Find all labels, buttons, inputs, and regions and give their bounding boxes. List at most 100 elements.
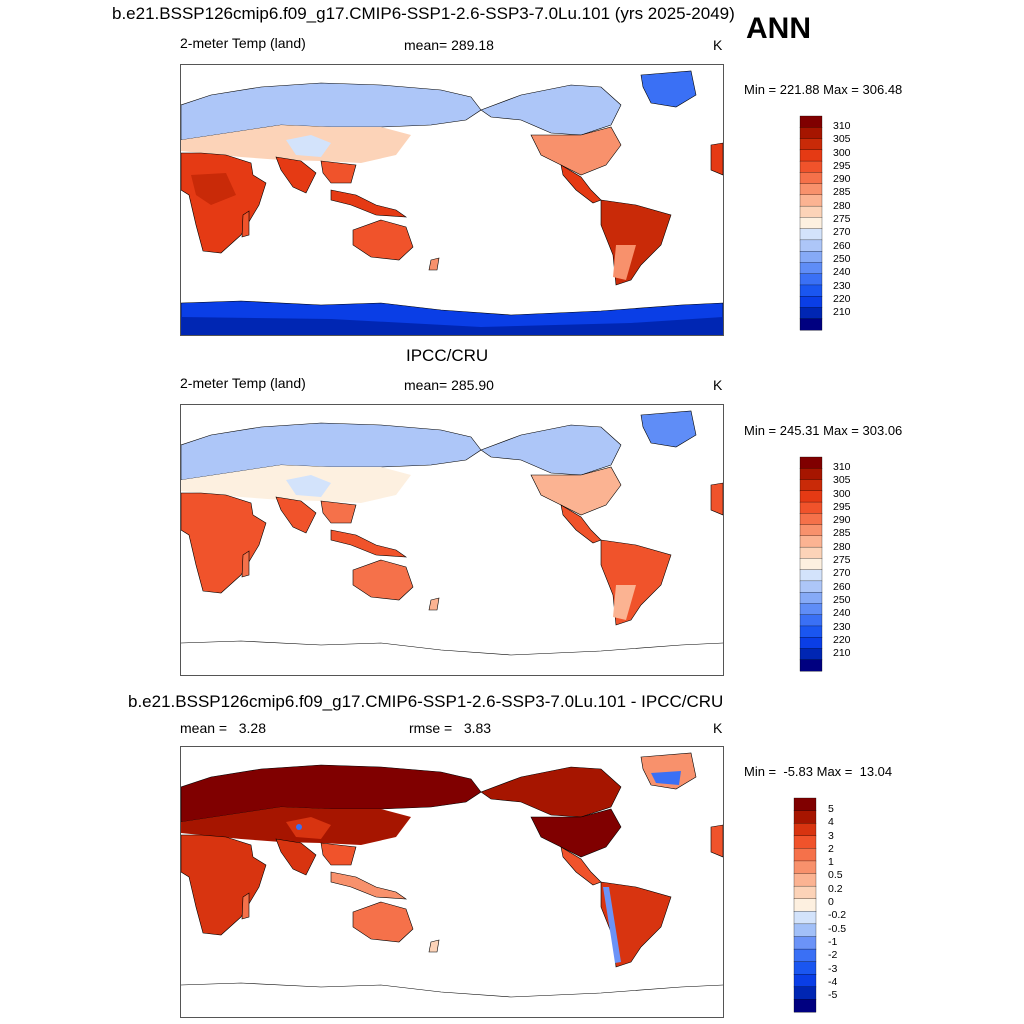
colorbar-swatch bbox=[793, 923, 817, 937]
colorbar-swatch bbox=[793, 810, 817, 824]
panel2-map-graphic bbox=[181, 410, 723, 656]
colorbar-tick-label: 210 bbox=[833, 306, 851, 319]
colorbar-tick-label: 250 bbox=[833, 252, 851, 265]
panel3-units-label: K bbox=[713, 720, 723, 736]
panel1-mean-label: mean= 289.18 bbox=[404, 37, 494, 53]
colorbar-swatch bbox=[799, 318, 823, 331]
colorbar-swatch bbox=[799, 468, 823, 480]
panel3-minmax-label: Min = -5.83 Max = 13.04 bbox=[744, 764, 893, 779]
colorbar-swatch bbox=[799, 625, 823, 638]
colorbar-swatch bbox=[793, 911, 817, 925]
panel3-colorbar bbox=[793, 797, 854, 1013]
colorbar-swatch bbox=[799, 546, 823, 559]
colorbar-tick-label: 270 bbox=[833, 567, 851, 580]
colorbar-tick-label: 280 bbox=[833, 199, 851, 212]
colorbar-swatch bbox=[793, 848, 817, 862]
panel1-colorbar-labels: 310 305 300 295 290 285 280 275 270 260 … bbox=[833, 120, 851, 319]
panel2-variable-label: 2-meter Temp (land) bbox=[180, 375, 306, 391]
colorbar-tick-label: 5 bbox=[828, 803, 834, 815]
colorbar-swatch bbox=[799, 637, 823, 649]
colorbar-tick-label: 285 bbox=[833, 527, 851, 540]
panel2-title: IPCC/CRU bbox=[406, 346, 489, 365]
colorbar-swatch bbox=[793, 898, 817, 912]
colorbar-tick-label: 300 bbox=[833, 146, 851, 159]
colorbar-swatch bbox=[793, 999, 817, 1013]
colorbar-swatch bbox=[793, 797, 817, 812]
panel3-rmse-label: rmse = 3.83 bbox=[409, 720, 492, 736]
colorbar-swatch bbox=[799, 524, 823, 537]
colorbar-tick-label: 295 bbox=[833, 159, 851, 172]
panel1-map-graphic bbox=[181, 70, 723, 335]
colorbar-swatch bbox=[799, 205, 823, 218]
colorbar-tick-label: 0.5 bbox=[828, 869, 843, 882]
colorbar-tick-label: -4 bbox=[828, 975, 838, 988]
colorbar-tick-label: 305 bbox=[833, 474, 851, 487]
colorbar-tick-label: 220 bbox=[833, 633, 851, 646]
colorbar-tick-label: 300 bbox=[833, 487, 851, 500]
colorbar-tick-label: 230 bbox=[833, 279, 851, 292]
colorbar-swatch bbox=[793, 835, 817, 849]
colorbar-swatch bbox=[799, 138, 823, 151]
colorbar-tick-label: 275 bbox=[833, 554, 851, 567]
panel2-units-label: K bbox=[713, 377, 723, 393]
colorbar-swatch bbox=[799, 558, 823, 571]
colorbar-tick-label: 270 bbox=[833, 226, 851, 239]
panel3-title: b.e21.BSSP126cmip6.f09_g17.CMIP6-SSP1-2.… bbox=[128, 692, 724, 711]
colorbar-swatch bbox=[799, 490, 823, 503]
colorbar-swatch bbox=[799, 479, 823, 492]
colorbar-tick-label: 250 bbox=[833, 593, 851, 606]
panel1-colorbar bbox=[799, 115, 860, 331]
colorbar-swatch bbox=[799, 273, 823, 286]
colorbar-tick-label: 275 bbox=[833, 213, 851, 226]
colorbar-swatch bbox=[799, 262, 823, 275]
colorbar-tick-label: 4 bbox=[828, 816, 834, 829]
colorbar-tick-label: 310 bbox=[833, 120, 851, 132]
panel1-minmax-label: Min = 221.88 Max = 306.48 bbox=[744, 82, 903, 97]
colorbar-swatch bbox=[799, 569, 823, 582]
panel3-mean-label: mean = 3.28 bbox=[180, 720, 267, 736]
colorbar-swatch bbox=[799, 115, 823, 128]
colorbar-swatch bbox=[799, 614, 823, 627]
colorbar-swatch bbox=[799, 183, 823, 196]
colorbar-tick-label: -3 bbox=[828, 962, 838, 975]
panel3-colorbar-labels: 5 4 3 2 1 0.5 0.2 0 -0.2 -0.5 -1 -2 -3 -… bbox=[828, 803, 846, 1002]
colorbar-swatch bbox=[799, 239, 823, 252]
colorbar-swatch bbox=[793, 885, 817, 900]
colorbar-tick-label: 305 bbox=[833, 133, 851, 146]
colorbar-tick-label: 210 bbox=[833, 647, 851, 660]
colorbar-swatch bbox=[799, 592, 823, 604]
colorbar-tick-label: -1 bbox=[828, 935, 838, 948]
colorbar-swatch bbox=[793, 873, 817, 887]
colorbar-tick-label: 280 bbox=[833, 540, 851, 553]
colorbar-swatch bbox=[799, 535, 823, 548]
colorbar-tick-label: 220 bbox=[833, 292, 851, 305]
colorbar-tick-label: -5 bbox=[828, 989, 838, 1002]
colorbar-swatch bbox=[799, 194, 823, 207]
colorbar-swatch bbox=[799, 580, 823, 593]
colorbar-swatch bbox=[799, 172, 823, 185]
colorbar-swatch bbox=[793, 860, 817, 874]
colorbar-swatch bbox=[799, 228, 823, 241]
panel2-map bbox=[180, 404, 724, 676]
colorbar-tick-label: 285 bbox=[833, 186, 851, 199]
colorbar-swatch bbox=[799, 659, 823, 672]
season-label: ANN bbox=[746, 12, 811, 45]
colorbar-swatch bbox=[799, 296, 823, 308]
colorbar-swatch bbox=[793, 961, 817, 975]
colorbar-swatch bbox=[799, 648, 823, 661]
colorbar-swatch bbox=[799, 456, 823, 469]
colorbar-swatch bbox=[799, 513, 823, 526]
colorbar-tick-label: 260 bbox=[833, 239, 851, 252]
colorbar-swatch bbox=[799, 501, 823, 514]
colorbar-tick-label: 290 bbox=[833, 173, 851, 186]
colorbar-tick-label: 0.2 bbox=[828, 882, 843, 895]
colorbar-tick-label: -2 bbox=[828, 949, 838, 962]
colorbar-tick-label: 295 bbox=[833, 500, 851, 513]
colorbar-swatch bbox=[799, 160, 823, 173]
colorbar-tick-label: 2 bbox=[828, 842, 834, 855]
colorbar-swatch bbox=[799, 307, 823, 320]
colorbar-swatch bbox=[793, 948, 817, 963]
panel2-colorbar bbox=[799, 456, 860, 672]
colorbar-swatch bbox=[793, 986, 817, 1000]
colorbar-swatch bbox=[793, 823, 817, 837]
